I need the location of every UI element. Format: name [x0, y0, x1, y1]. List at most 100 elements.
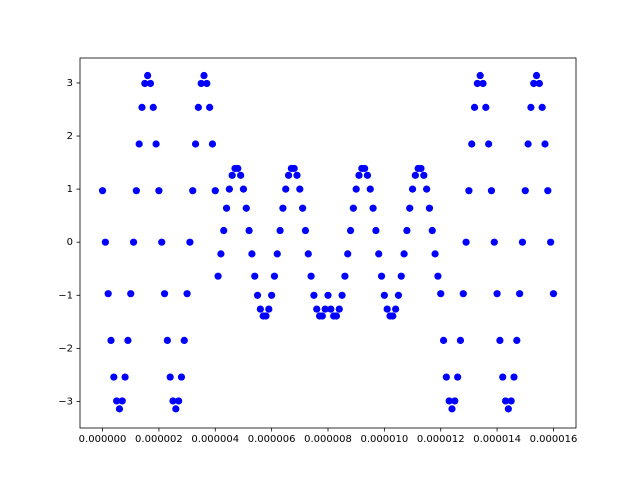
- point: [160, 290, 169, 298]
- point: [524, 140, 532, 148]
- point: [527, 103, 535, 111]
- point: [369, 204, 377, 212]
- point: [191, 140, 200, 148]
- point: [423, 185, 431, 193]
- point: [132, 187, 140, 195]
- point: [276, 226, 284, 235]
- point: [437, 290, 445, 298]
- point: [338, 291, 346, 299]
- y-tick-label: 0: [67, 237, 73, 248]
- point: [104, 290, 112, 298]
- point: [183, 290, 191, 298]
- x-tick-label: 0.000016: [530, 434, 578, 445]
- point: [248, 250, 256, 258]
- point: [135, 140, 143, 148]
- point: [428, 226, 436, 235]
- point: [175, 397, 183, 405]
- point: [118, 397, 126, 405]
- point: [516, 290, 524, 298]
- point: [98, 187, 107, 195]
- point: [538, 103, 546, 111]
- point: [380, 291, 388, 299]
- point: [448, 405, 456, 413]
- point: [544, 187, 552, 195]
- point: [465, 187, 473, 195]
- point: [530, 79, 538, 88]
- point: [208, 140, 217, 148]
- point: [166, 373, 174, 381]
- point: [138, 103, 146, 111]
- point: [411, 171, 419, 179]
- point: [149, 103, 157, 111]
- point: [496, 336, 504, 345]
- point: [296, 185, 304, 193]
- point: [456, 336, 465, 345]
- point: [194, 103, 202, 111]
- point: [225, 185, 233, 193]
- point: [389, 312, 397, 320]
- point: [487, 187, 496, 195]
- point: [307, 272, 315, 280]
- point: [222, 204, 231, 212]
- point: [445, 397, 453, 405]
- point: [490, 238, 498, 246]
- point: [549, 290, 558, 298]
- point: [341, 272, 349, 280]
- point: [234, 164, 242, 173]
- point: [129, 238, 138, 246]
- y-tick-label: 2: [67, 131, 73, 142]
- point: [124, 336, 132, 345]
- y-tick-label: 3: [67, 78, 73, 89]
- point: [372, 226, 380, 235]
- point: [110, 373, 118, 381]
- x-tick-label: 0.000012: [417, 434, 465, 445]
- x-tick-label: 0.000014: [473, 434, 521, 445]
- point: [239, 185, 248, 193]
- point: [394, 291, 403, 299]
- point: [203, 79, 211, 88]
- point: [479, 79, 487, 88]
- point: [273, 250, 281, 258]
- point: [158, 238, 166, 246]
- point: [518, 238, 527, 246]
- point: [397, 272, 405, 280]
- x-tick-label: 0.000008: [304, 434, 352, 445]
- y-tick-label: −1: [58, 290, 73, 301]
- point: [256, 305, 264, 313]
- y-tick-label: −3: [58, 396, 73, 407]
- point: [270, 272, 279, 280]
- point: [228, 171, 236, 179]
- point: [547, 238, 555, 246]
- point: [504, 405, 512, 413]
- point: [485, 140, 493, 148]
- point: [253, 291, 262, 299]
- point: [332, 312, 341, 320]
- point: [186, 238, 194, 246]
- point: [499, 373, 507, 381]
- point: [344, 250, 352, 258]
- point: [468, 140, 476, 148]
- point: [169, 397, 177, 405]
- point: [107, 336, 115, 345]
- point: [383, 305, 391, 313]
- point: [363, 171, 372, 179]
- point: [115, 405, 124, 413]
- point: [304, 250, 312, 258]
- point: [242, 204, 250, 212]
- point: [251, 272, 259, 280]
- point: [507, 397, 515, 405]
- point: [324, 291, 332, 299]
- point: [313, 305, 321, 313]
- point: [513, 336, 521, 345]
- point: [152, 140, 160, 148]
- point: [214, 272, 222, 280]
- point: [293, 171, 301, 179]
- point: [476, 71, 484, 80]
- point: [279, 204, 287, 212]
- point: [301, 226, 310, 235]
- point: [127, 290, 135, 298]
- point: [473, 79, 481, 88]
- point: [349, 204, 357, 212]
- point: [451, 397, 459, 405]
- point: [121, 373, 129, 381]
